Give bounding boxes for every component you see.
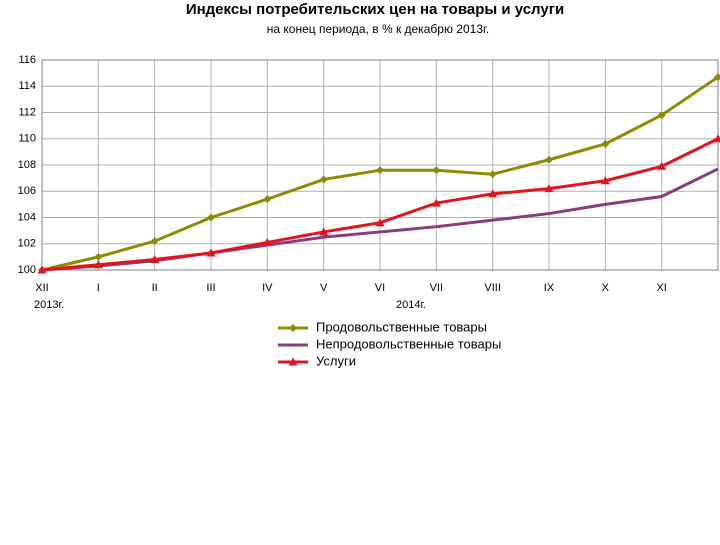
chart-subtitle: на конец периода, в % к декабрю 2013г. <box>267 22 490 36</box>
y-tick-label: 108 <box>18 159 36 171</box>
marker <box>94 253 102 261</box>
y-tick-label: 106 <box>18 185 36 197</box>
legend-label: Продовольственные товары <box>316 319 487 334</box>
x-tick-label: XI <box>656 282 666 294</box>
x-tick-label: VI <box>375 282 385 294</box>
marker <box>289 324 297 332</box>
y-tick-label: 114 <box>18 80 36 92</box>
x-tick-label: I <box>97 282 100 294</box>
y-tick-label: 102 <box>18 238 36 250</box>
marker <box>545 156 553 164</box>
y-tick-label: 112 <box>18 106 36 118</box>
marker <box>432 166 440 174</box>
year-label: 2013г. <box>34 299 64 311</box>
marker <box>376 166 384 174</box>
year-label: 2014г. <box>396 299 426 311</box>
legend-label: Непродовольственные товары <box>316 336 501 351</box>
marker <box>489 170 497 178</box>
y-tick-label: 110 <box>18 133 36 145</box>
x-tick-label: III <box>206 282 215 294</box>
marker <box>263 195 271 203</box>
x-tick-label: VII <box>430 282 443 294</box>
x-tick-label: II <box>152 282 158 294</box>
legend-label: Услуги <box>316 353 356 368</box>
chart-title: Индексы потребительских цен на товары и … <box>186 1 564 18</box>
x-tick-label: XII <box>35 282 48 294</box>
x-tick-label: X <box>602 282 610 294</box>
marker <box>320 175 328 183</box>
x-tick-label: VIII <box>484 282 501 294</box>
y-tick-label: 116 <box>18 54 36 66</box>
x-tick-label: V <box>320 282 328 294</box>
x-tick-label: IV <box>262 282 273 294</box>
y-tick-label: 100 <box>18 264 36 276</box>
y-tick-label: 104 <box>18 211 36 223</box>
x-tick-label: IX <box>544 282 555 294</box>
